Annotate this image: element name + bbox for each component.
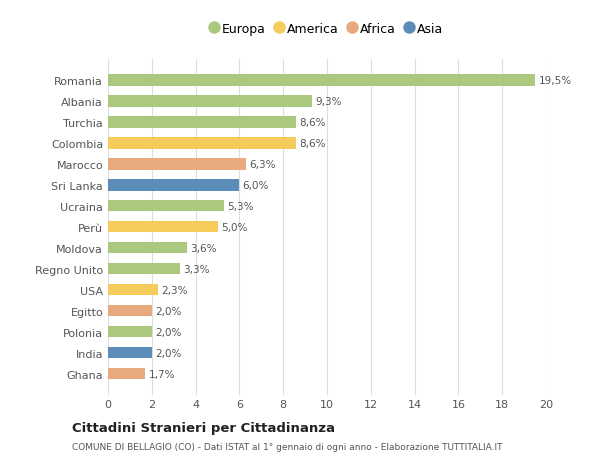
Bar [108, 117, 296, 128]
Bar [108, 75, 535, 86]
Text: 2,0%: 2,0% [155, 348, 181, 358]
Text: 6,3%: 6,3% [249, 159, 276, 169]
Bar [108, 242, 187, 254]
Bar [108, 263, 180, 275]
Text: 2,0%: 2,0% [155, 306, 181, 316]
Text: 5,0%: 5,0% [221, 222, 247, 232]
Bar [108, 284, 158, 296]
Bar [108, 305, 152, 317]
Bar [108, 221, 218, 233]
Text: 6,0%: 6,0% [242, 180, 269, 190]
Bar [108, 179, 239, 191]
Bar [108, 368, 145, 380]
Text: 1,7%: 1,7% [149, 369, 175, 379]
Bar [108, 159, 246, 170]
Text: 5,3%: 5,3% [227, 202, 254, 211]
Text: 2,0%: 2,0% [155, 327, 181, 337]
Text: 19,5%: 19,5% [538, 76, 571, 86]
Text: 9,3%: 9,3% [315, 96, 341, 106]
Text: 3,6%: 3,6% [190, 243, 217, 253]
Text: 3,3%: 3,3% [184, 264, 210, 274]
Text: 8,6%: 8,6% [299, 118, 326, 128]
Bar [108, 201, 224, 212]
Text: 8,6%: 8,6% [299, 139, 326, 148]
Bar [108, 96, 311, 107]
Text: Cittadini Stranieri per Cittadinanza: Cittadini Stranieri per Cittadinanza [72, 421, 335, 434]
Bar [108, 326, 152, 338]
Bar [108, 138, 296, 149]
Text: 2,3%: 2,3% [161, 285, 188, 295]
Bar [108, 347, 152, 358]
Legend: Europa, America, Africa, Asia: Europa, America, Africa, Asia [207, 19, 447, 39]
Text: COMUNE DI BELLAGIO (CO) - Dati ISTAT al 1° gennaio di ogni anno - Elaborazione T: COMUNE DI BELLAGIO (CO) - Dati ISTAT al … [72, 442, 503, 451]
